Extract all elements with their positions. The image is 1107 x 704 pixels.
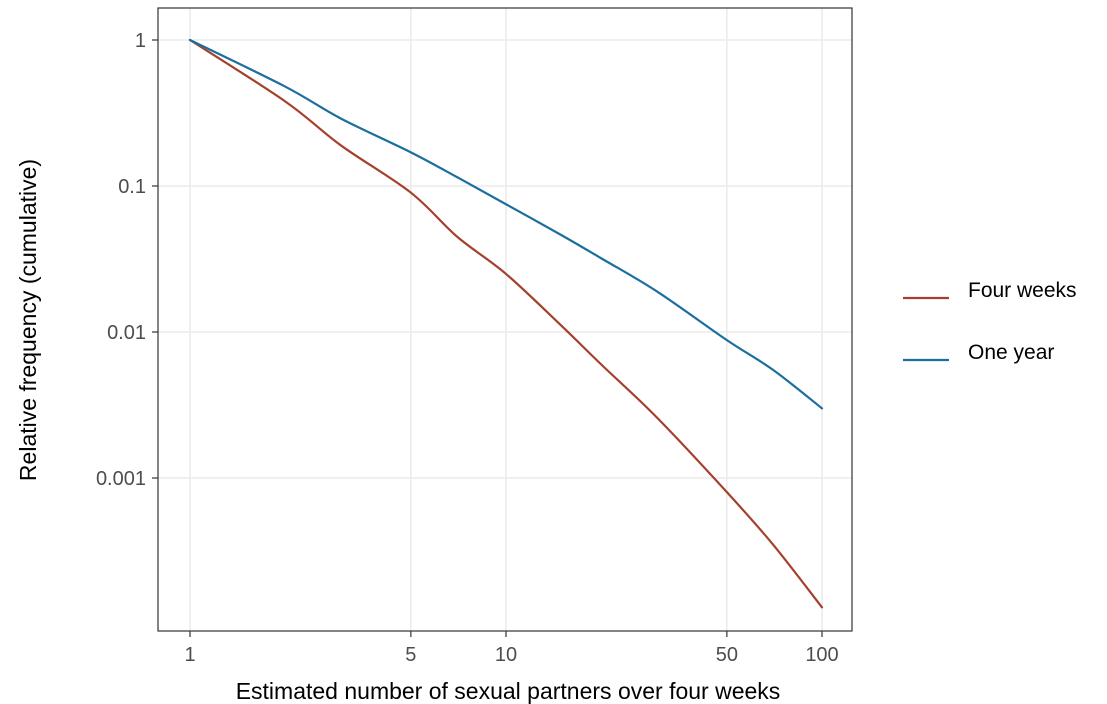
x-tick-label: 100 [805, 644, 838, 666]
y-tick-label: 0.01 [107, 322, 146, 344]
plot-panel-border [157, 7, 853, 632]
y-tick-label: 1 [135, 30, 146, 52]
x-tick-label: 10 [495, 644, 517, 666]
y-axis-title: Relative frequency (cumulative) [15, 159, 41, 481]
x-tick-label: 1 [184, 644, 195, 666]
legend-label-four-weeks: Four weeks [968, 279, 1077, 302]
grid [158, 8, 852, 631]
y-tick-label: 0.1 [118, 176, 146, 198]
axis-ticks [152, 39, 823, 637]
x-axis-tick-labels: 1 5 10 50 100 [184, 644, 838, 666]
legend: Four weeks One year [903, 279, 1077, 364]
y-tick-label: 0.001 [96, 468, 146, 490]
series-line-one-year [188, 38, 824, 410]
x-axis-title: Estimated number of sexual partners over… [236, 678, 781, 704]
series-lines [188, 38, 824, 609]
x-tick-label: 5 [405, 644, 416, 666]
x-tick-label: 50 [716, 644, 738, 666]
legend-label-one-year: One year [968, 341, 1054, 364]
y-axis-tick-labels: 1 0.1 0.01 0.001 [96, 30, 146, 490]
series-line-four-weeks [188, 38, 824, 609]
